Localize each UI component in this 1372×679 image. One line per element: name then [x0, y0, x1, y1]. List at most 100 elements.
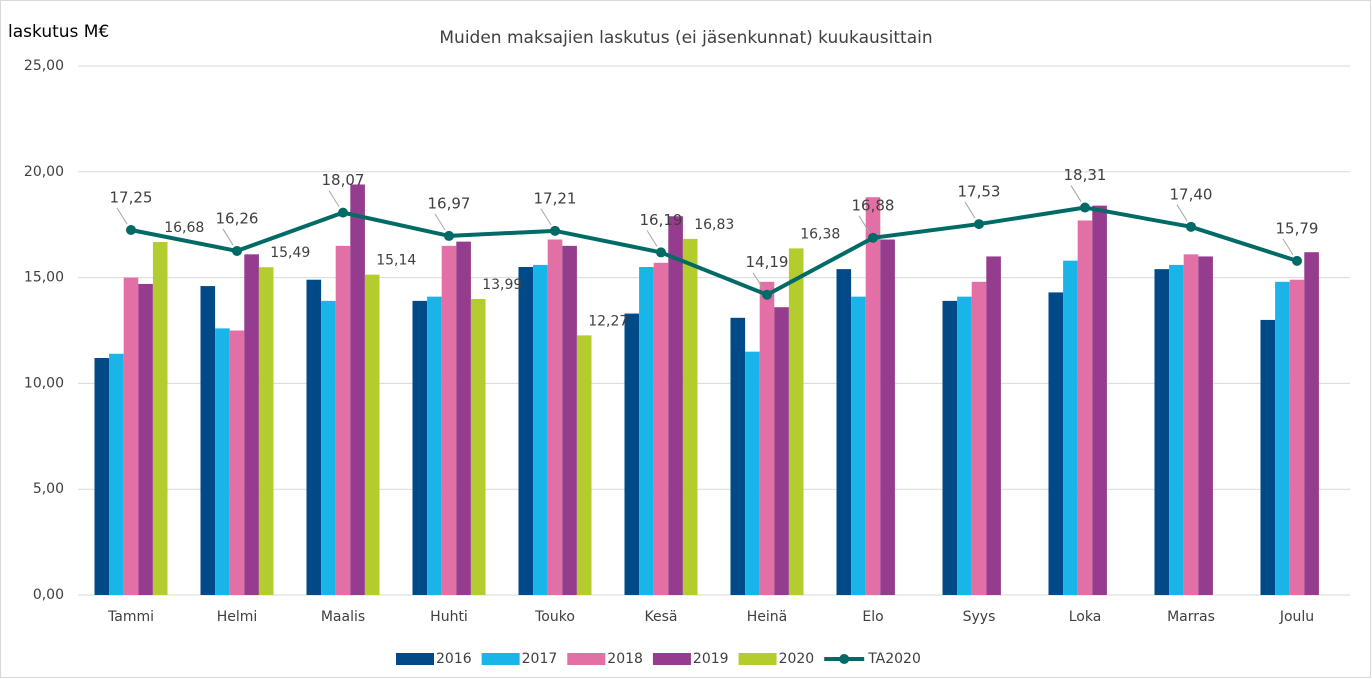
- line-point: [1292, 255, 1302, 266]
- line-point: [762, 289, 772, 300]
- leader-line: [328, 190, 340, 207]
- bar: [1154, 269, 1170, 595]
- bar: [412, 300, 428, 595]
- bar: [1092, 205, 1107, 595]
- data-label: 13,99: [482, 277, 522, 293]
- leader-line: [964, 201, 976, 219]
- x-tick-label: Kesä: [645, 609, 678, 625]
- data-label: 16,19: [640, 211, 683, 229]
- legend-swatch: [738, 653, 777, 665]
- legend-label: 2016: [436, 651, 472, 667]
- bar: [441, 245, 457, 596]
- leader-line: [1282, 238, 1294, 256]
- legend-swatch: [652, 653, 691, 665]
- line-point: [1080, 202, 1090, 213]
- data-label: 15,79: [1276, 219, 1319, 237]
- leader-line: [752, 272, 764, 290]
- legend-label: 2019: [693, 651, 729, 667]
- y-tick-label: 5,00: [33, 481, 64, 497]
- bar: [788, 248, 804, 595]
- bar: [109, 353, 124, 595]
- data-label: 16,88: [852, 196, 895, 214]
- data-label: 17,25: [110, 188, 153, 206]
- bar: [547, 239, 563, 595]
- data-label: 18,31: [1064, 166, 1107, 184]
- legend-swatch: [481, 653, 520, 665]
- x-tick-label: Loka: [1069, 609, 1102, 625]
- data-label: 15,14: [376, 253, 416, 269]
- legend-label: 2017: [522, 651, 558, 667]
- bar: [533, 264, 548, 595]
- bar: [1275, 281, 1290, 595]
- x-tick-label: Helmi: [217, 609, 258, 625]
- bar: [774, 307, 789, 595]
- data-label: 16,26: [216, 209, 259, 227]
- bar: [957, 296, 972, 595]
- x-tick-label: Marras: [1167, 609, 1215, 625]
- bar: [1048, 292, 1064, 595]
- x-tick-label: Elo: [862, 609, 883, 625]
- x-tick-label: Joulu: [1279, 609, 1314, 625]
- legend-label: TA2020: [867, 651, 921, 667]
- line: [130, 205, 1298, 297]
- bar: [836, 269, 852, 595]
- bar: [518, 267, 534, 595]
- bar: [745, 351, 760, 595]
- bar: [865, 197, 881, 595]
- line-point: [974, 219, 984, 230]
- y-tick-label: 0,00: [33, 587, 64, 603]
- bar: [152, 242, 168, 595]
- bar: [1260, 319, 1276, 595]
- leader-line: [858, 215, 870, 233]
- leader-line: [434, 213, 446, 231]
- bar: [1198, 256, 1213, 595]
- bar: [730, 317, 746, 595]
- x-tick-label: Syys: [963, 609, 996, 625]
- line-point: [1186, 221, 1196, 232]
- line-point: [550, 225, 560, 236]
- legend-label: 2018: [607, 651, 643, 667]
- data-label: 16,97: [428, 194, 471, 212]
- data-label: 16,38: [800, 226, 840, 242]
- legend-label: 2020: [779, 651, 815, 667]
- data-label: 17,21: [534, 189, 577, 207]
- x-tick-label: Heinä: [747, 609, 787, 625]
- bar: [1169, 264, 1184, 595]
- leader-line: [116, 207, 128, 225]
- data-label: 12,27: [588, 313, 628, 329]
- line-point: [656, 247, 666, 258]
- y-tick-label: 20,00: [24, 164, 64, 180]
- leader-line: [222, 228, 234, 246]
- leader-line: [1176, 204, 1188, 222]
- bar: [350, 184, 365, 595]
- bar: [456, 241, 471, 596]
- bar: [138, 283, 153, 595]
- leader-line: [540, 208, 552, 226]
- line-point: [338, 207, 348, 218]
- bar: [1304, 252, 1319, 595]
- bar: [759, 281, 775, 595]
- bar: [971, 281, 987, 595]
- bar: [427, 296, 442, 595]
- leader-line: [1070, 185, 1082, 202]
- bar: [639, 267, 654, 595]
- bar: [123, 277, 139, 595]
- line-point: [444, 230, 454, 241]
- bar: [1183, 254, 1199, 595]
- bar: [576, 335, 592, 595]
- bar: [321, 300, 336, 595]
- bar: [200, 286, 216, 595]
- bar: [562, 245, 577, 596]
- bar: [880, 239, 895, 595]
- bar: [94, 358, 110, 595]
- legend-swatch: [396, 653, 434, 665]
- bar: [258, 267, 274, 595]
- bar: [653, 262, 669, 595]
- bar: [1077, 220, 1093, 595]
- chart-title: Muiden maksajien laskutus (ei jäsenkunna…: [439, 28, 932, 48]
- bar: [668, 216, 683, 595]
- line-point: [232, 245, 242, 256]
- bar: [986, 256, 1001, 595]
- y-tick-label: 25,00: [24, 58, 64, 74]
